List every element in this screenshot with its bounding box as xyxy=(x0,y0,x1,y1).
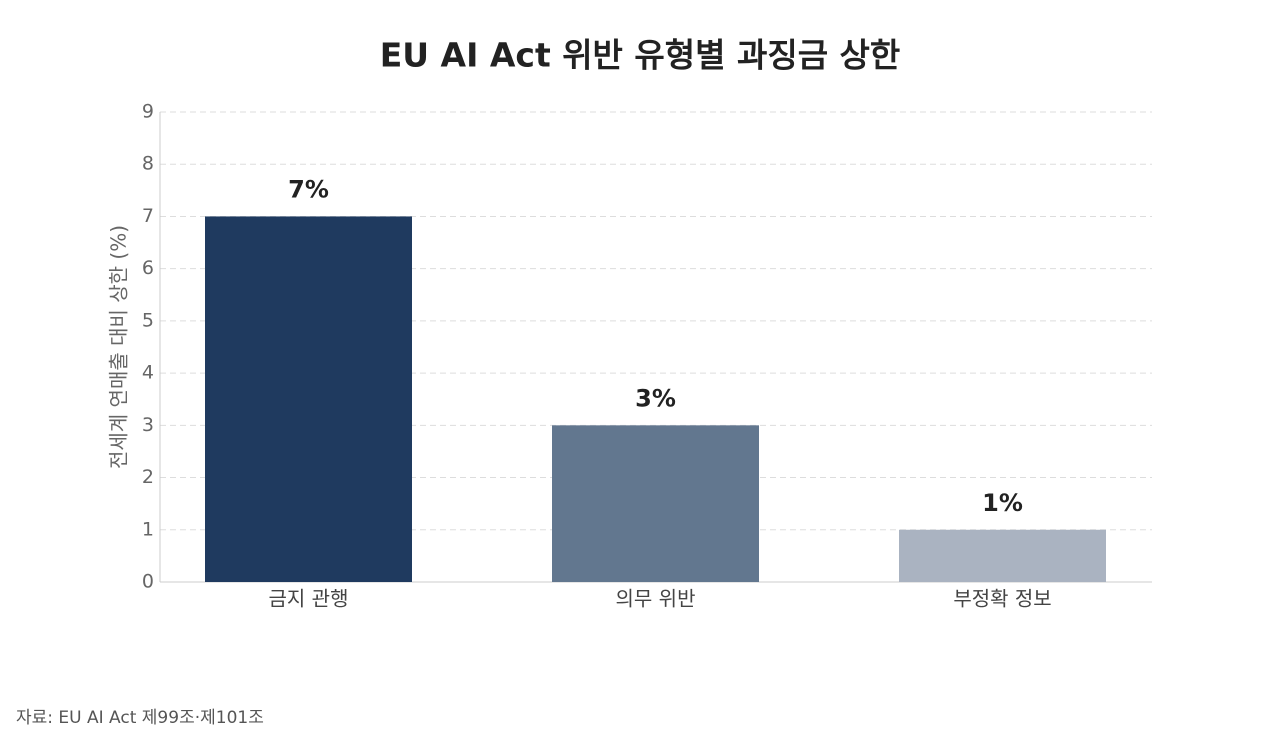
x-tick-label: 금지 관행 xyxy=(269,587,349,611)
y-tick-label: 1 xyxy=(142,518,154,540)
y-axis-label: 전세계 연매출 대비 상한 (%) xyxy=(107,225,131,469)
y-tick-label: 7 xyxy=(142,205,154,227)
bar xyxy=(205,216,412,582)
value-label: 3% xyxy=(635,384,676,412)
y-tick-label: 2 xyxy=(142,466,154,488)
value-label: 1% xyxy=(982,489,1023,517)
x-tick-label: 의무 위반 xyxy=(616,587,696,611)
bar xyxy=(552,425,759,582)
y-tick-label: 3 xyxy=(142,414,154,436)
y-tick-label: 9 xyxy=(142,101,154,123)
chart-title: EU AI Act 위반 유형별 과징금 상한 xyxy=(380,36,901,75)
y-tick-label: 0 xyxy=(142,571,154,593)
y-tick-label: 8 xyxy=(142,153,154,175)
y-tick-label: 4 xyxy=(142,362,154,384)
source-note: 자료: EU AI Act 제99조·제101조 xyxy=(16,708,264,728)
y-tick-label: 6 xyxy=(142,257,154,279)
value-label: 7% xyxy=(288,175,329,203)
x-tick-label: 부정확 정보 xyxy=(953,587,1051,611)
y-tick-label: 5 xyxy=(142,309,154,331)
bar xyxy=(899,529,1106,582)
